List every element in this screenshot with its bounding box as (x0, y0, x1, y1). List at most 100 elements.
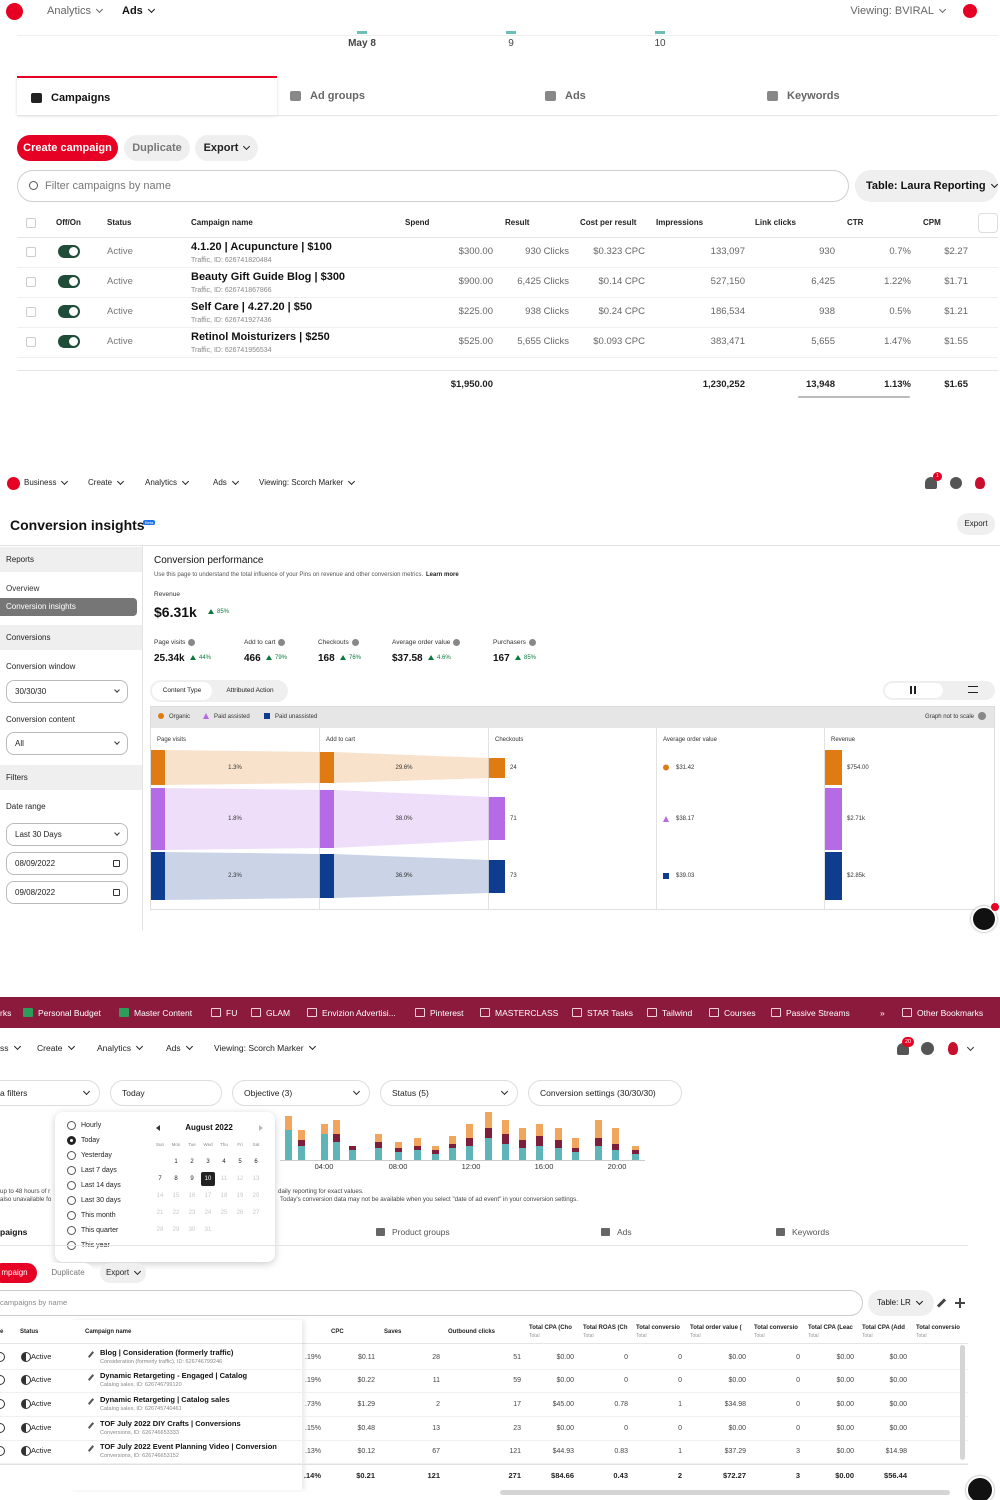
account-switcher[interactable]: Viewing: BVIRAL (545, 4, 945, 18)
sidebar-link[interactable]: Overview (6, 584, 40, 593)
toggle[interactable] (0, 1352, 5, 1362)
button[interactable]: Duplicate (124, 135, 190, 161)
checkbox[interactable] (26, 277, 36, 287)
profile-icon[interactable] (948, 1042, 958, 1055)
edit-columns[interactable] (978, 213, 998, 233)
bookmark[interactable]: MASTERCLASS (495, 1007, 559, 1018)
bookmark[interactable]: STAR Tasks (587, 1007, 633, 1018)
tab[interactable]: Ads (617, 1226, 632, 1237)
search-box[interactable] (17, 170, 849, 202)
button[interactable]: Export (195, 135, 258, 161)
create-button[interactable] (963, 4, 977, 18)
button[interactable]: Export (100, 1263, 146, 1283)
nav-menu[interactable]: Analytics (145, 478, 188, 488)
select[interactable] (6, 823, 128, 846)
nav-menu[interactable]: Business (24, 478, 67, 488)
prev-month[interactable] (156, 1125, 160, 1131)
nav-menu[interactable]: Analytics (47, 4, 102, 18)
button[interactable]: Duplicate (42, 1263, 94, 1283)
tab[interactable]: Keywords (792, 1226, 830, 1237)
campaign-name[interactable]: Blog | Consideration (formerly traffic) (100, 1348, 234, 1357)
segment[interactable]: Content Type (162, 687, 202, 694)
radio[interactable] (67, 1226, 76, 1235)
date-option[interactable]: Last 14 days (81, 1181, 121, 1189)
profile-icon[interactable] (975, 477, 985, 489)
checkbox[interactable] (26, 218, 36, 228)
select[interactable] (6, 680, 128, 703)
nav-menu[interactable]: Create (88, 478, 123, 488)
toggle[interactable] (0, 1446, 5, 1456)
segment[interactable]: Attributed Action (226, 687, 274, 694)
campaign-name[interactable]: Self Care | 4.27.20 | $50 (191, 301, 313, 313)
calendar-day[interactable]: 5 (238, 1159, 242, 1165)
bookmark[interactable]: Pinterest (430, 1007, 464, 1018)
tab[interactable]: paigns (0, 1226, 28, 1237)
next-month[interactable] (259, 1125, 263, 1131)
radio[interactable] (67, 1211, 76, 1220)
radio[interactable] (67, 1166, 76, 1175)
tab[interactable]: Ads (565, 90, 586, 102)
radio[interactable] (67, 1136, 76, 1145)
button[interactable]: Create campaign (17, 135, 118, 161)
bookmark[interactable]: Courses (724, 1007, 756, 1018)
checkbox[interactable] (26, 307, 36, 317)
checkbox[interactable] (26, 337, 36, 347)
select[interactable] (6, 732, 128, 755)
filter-pill[interactable] (110, 1080, 222, 1106)
calendar-day[interactable]: 6 (254, 1159, 258, 1165)
button[interactable]: mpaign (0, 1263, 37, 1283)
tab[interactable]: Ad groups (310, 90, 365, 102)
button[interactable]: Export (957, 513, 995, 535)
toggle[interactable] (0, 1399, 5, 1409)
sidebar-link[interactable]: Conversion insights (6, 602, 76, 611)
date-input[interactable] (6, 881, 128, 904)
date-input[interactable] (6, 852, 128, 875)
bookmark[interactable]: FU (226, 1007, 238, 1018)
calendar-day[interactable]: 2 (190, 1159, 194, 1165)
date-option[interactable]: Today (81, 1136, 100, 1144)
campaign-name[interactable]: Dynamic Retargeting - Engaged | Catalog (100, 1371, 248, 1380)
campaign-name[interactable]: TOF July 2022 Event Planning Video | Con… (100, 1442, 277, 1451)
radio[interactable] (67, 1181, 76, 1190)
calendar-day[interactable]: 9 (190, 1176, 194, 1182)
tab[interactable]: Product groups (392, 1226, 450, 1237)
radio[interactable] (67, 1196, 76, 1205)
campaign-name[interactable]: 4.1.20 | Acupuncture | $100 (191, 241, 332, 253)
messages-icon[interactable] (921, 1042, 934, 1055)
calendar-day[interactable]: 7 (158, 1176, 162, 1182)
bookmark[interactable]: Other Bookmarks (917, 1007, 984, 1018)
nav-menu[interactable]: Analytics (97, 1043, 142, 1054)
calendar-day[interactable]: 3 (206, 1159, 210, 1165)
edit-icon[interactable] (936, 1298, 947, 1308)
bookmark[interactable]: Passive Streams (786, 1007, 850, 1018)
nav-menu[interactable]: Ads (122, 4, 154, 18)
search-box[interactable] (0, 1290, 863, 1316)
calendar-day[interactable]: 10 (204, 1176, 212, 1182)
date-option[interactable]: This quarter (81, 1226, 119, 1234)
nav-menu[interactable]: Viewing: Scorch Marker (214, 1043, 315, 1054)
bookmark[interactable]: Master Content (134, 1007, 193, 1018)
tab[interactable]: Campaigns (51, 92, 111, 104)
link[interactable]: Learn more (426, 572, 459, 578)
filter-pill[interactable] (232, 1080, 370, 1106)
date-option[interactable]: Hourly (81, 1121, 102, 1129)
messages-icon[interactable] (950, 477, 962, 489)
bookmark[interactable]: » (880, 1007, 885, 1018)
campaign-name[interactable]: Dynamic Retargeting | Catalog sales (100, 1395, 230, 1404)
filter-pill[interactable] (380, 1080, 518, 1106)
campaign-name[interactable]: Beauty Gift Guide Blog | $300 (191, 271, 346, 283)
toggle[interactable] (0, 1423, 5, 1433)
bookmark[interactable]: Tailwind (662, 1007, 693, 1018)
nav-menu[interactable]: ss (0, 1043, 20, 1054)
filter-pill[interactable] (528, 1080, 682, 1106)
date-option[interactable]: Last 30 days (81, 1196, 121, 1204)
date-option[interactable]: Yesterday (81, 1151, 112, 1159)
checkbox[interactable] (26, 247, 36, 257)
filter-pill[interactable] (0, 1080, 100, 1106)
nav-menu[interactable]: Viewing: Scorch Marker (259, 478, 354, 488)
toggle[interactable] (0, 1375, 5, 1385)
date-option[interactable]: Last 7 days (81, 1166, 117, 1174)
radio[interactable] (67, 1151, 76, 1160)
date-option[interactable]: This month (81, 1211, 116, 1219)
calendar-day[interactable]: 8 (174, 1176, 178, 1182)
